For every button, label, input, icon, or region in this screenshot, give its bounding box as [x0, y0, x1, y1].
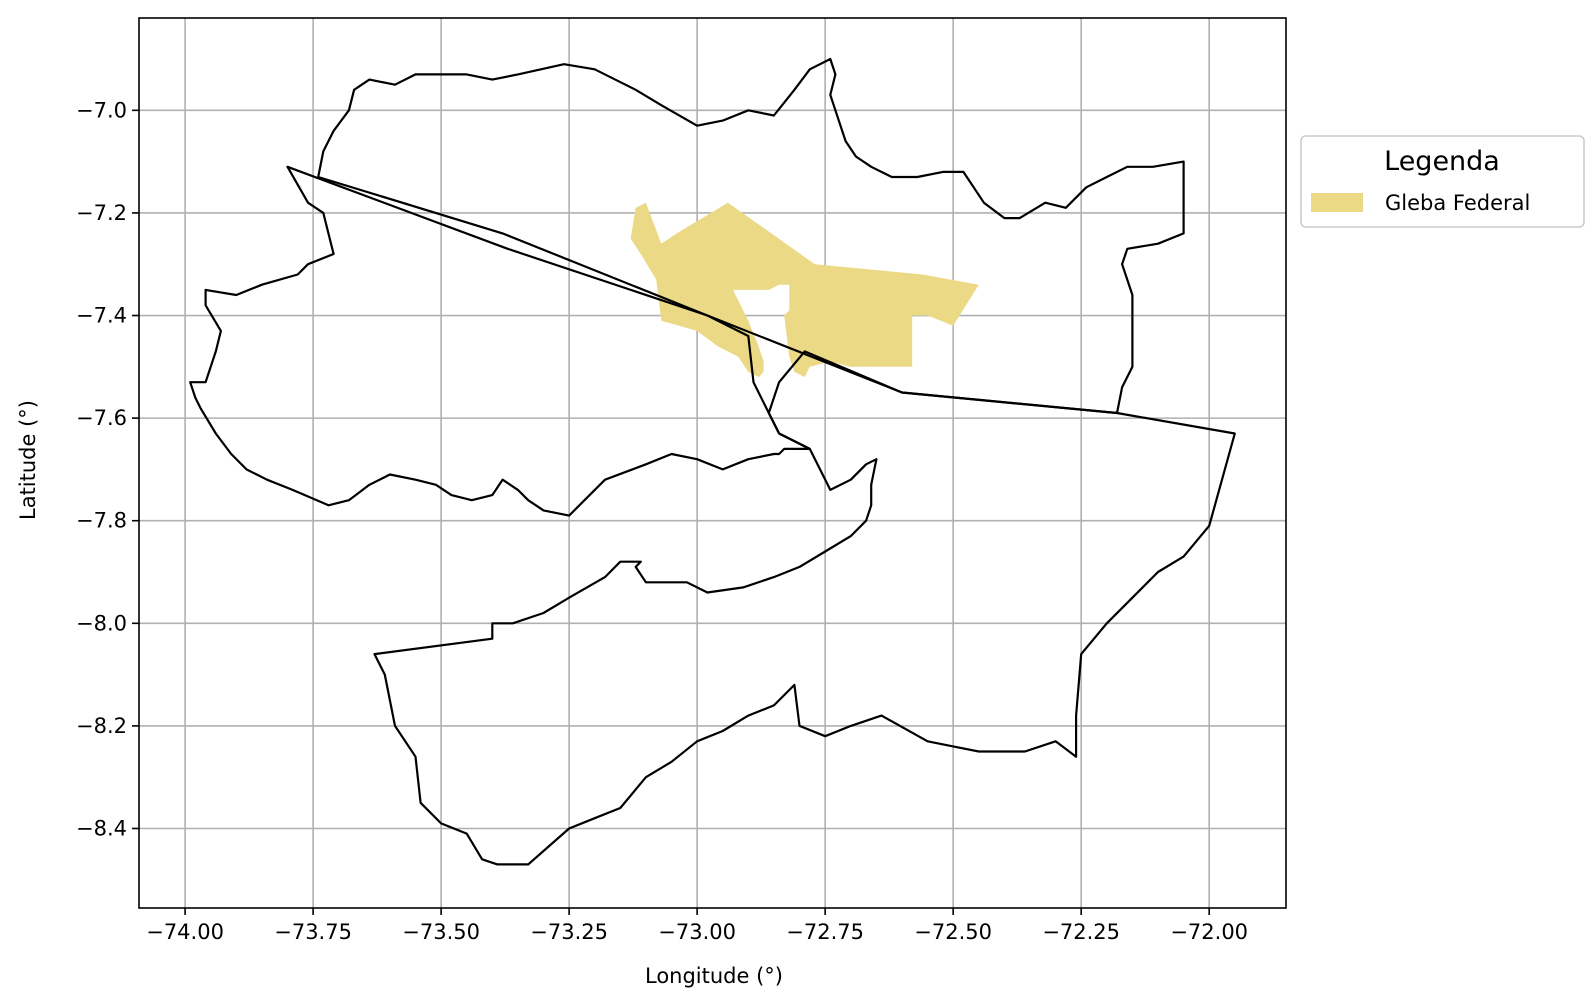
- legend: Legenda Gleba Federal: [1300, 135, 1585, 228]
- x-tick-label: −73.00: [658, 920, 736, 944]
- x-tick-label: −72.75: [786, 920, 864, 944]
- y-tick-label: −8.2: [76, 714, 127, 738]
- legend-swatch-gleba-federal: [1311, 193, 1363, 212]
- x-tick-label: −73.25: [530, 920, 608, 944]
- y-tick-label: −7.2: [76, 201, 127, 225]
- y-axis: −7.0 −7.2 −7.4 −7.6 −7.8 −8.0 −8.2 −8.4: [76, 98, 139, 840]
- y-tick-label: −8.0: [76, 611, 127, 635]
- y-tick-label: −7.8: [76, 509, 127, 533]
- boundary-polygon-3: [373, 350, 1236, 866]
- legend-title: Legenda: [1384, 146, 1500, 177]
- plot-frame: [138, 17, 1287, 909]
- gleba-federal-layer: [630, 202, 979, 378]
- boundary-polygon-1: [317, 57, 1185, 415]
- gleba-federal-polygon: [630, 202, 979, 378]
- legend-box: [1300, 135, 1585, 228]
- x-tick-label: −72.00: [1170, 920, 1248, 944]
- x-axis: −74.00 −73.75 −73.50 −73.25 −73.00 −72.75 −72.…: [146, 908, 1248, 944]
- y-tick-label: −7.6: [76, 406, 127, 430]
- y-tick-label: −7.0: [76, 98, 127, 122]
- x-tick-label: −72.25: [1042, 920, 1120, 944]
- boundary-layer: [189, 57, 1236, 866]
- x-tick-label: −73.50: [402, 920, 480, 944]
- y-axis-title: Latitude (°): [16, 400, 40, 520]
- x-tick-label: −72.50: [914, 920, 992, 944]
- boundary-polygon-2: [189, 165, 811, 517]
- x-tick-label: −73.75: [274, 920, 352, 944]
- x-axis-title: Longitude (°): [645, 964, 783, 988]
- y-tick-label: −8.4: [76, 816, 127, 840]
- x-tick-label: −74.00: [146, 920, 224, 944]
- y-tick-label: −7.4: [76, 304, 127, 328]
- legend-label-gleba-federal: Gleba Federal: [1385, 191, 1530, 215]
